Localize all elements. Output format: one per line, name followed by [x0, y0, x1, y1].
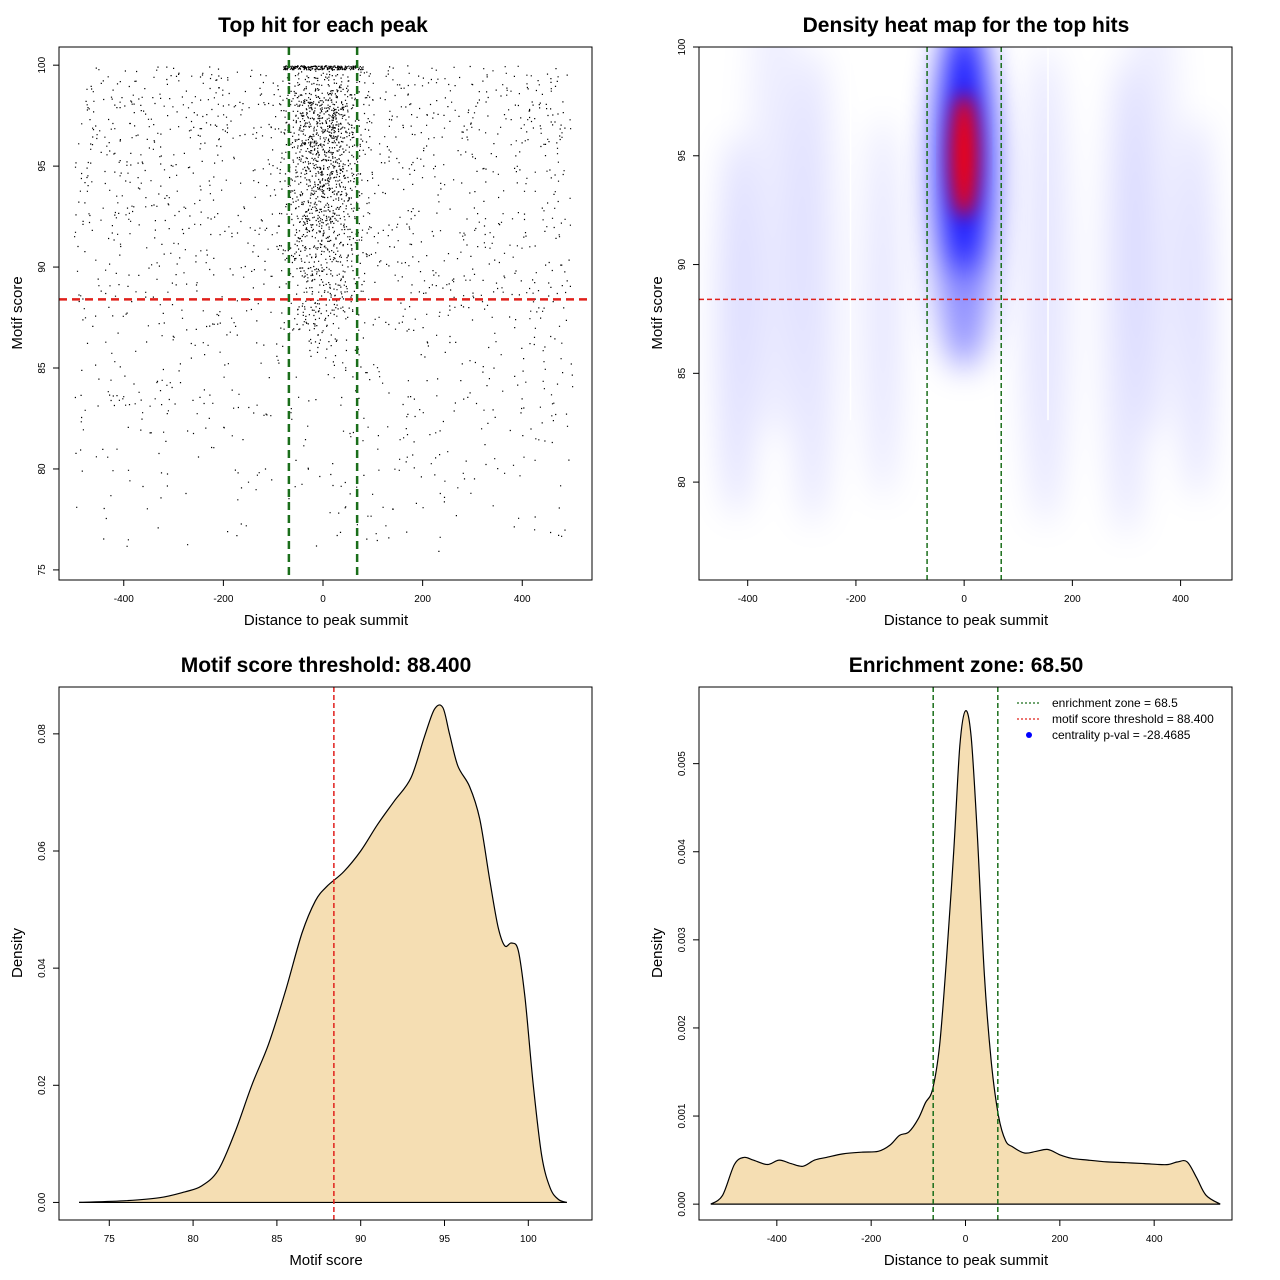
heatmap-band — [748, 47, 802, 440]
legend-enrichment-label: enrichment zone = 68.5 — [1052, 696, 1178, 710]
score-density-y-tick-label: 0.00 — [37, 1192, 48, 1212]
scatter-x-tick-label: -200 — [213, 594, 233, 605]
heatmap-band — [1021, 47, 1069, 527]
score-density-y-axis-label: Density — [9, 927, 26, 978]
distance-density-frame — [698, 686, 1233, 1221]
heatmap-y-axis-label: Motif score — [649, 276, 666, 349]
distance-density-y-tick-label: 0.000 — [677, 1191, 688, 1216]
distance-density-y-axis-label: Density — [649, 927, 666, 978]
distance-density-x-axis-label: Distance to peak summit — [884, 1252, 1049, 1269]
scatter-x-tick-label: 0 — [320, 594, 326, 605]
distance-density-x-tick-label: 200 — [1051, 1234, 1068, 1245]
score-density-y-tick-label: 0.02 — [37, 1075, 48, 1095]
legend-pval-point — [1026, 732, 1032, 738]
score-density-x-axis-label: Motif score — [289, 1252, 362, 1269]
score-density-x-tick-label: 100 — [520, 1234, 537, 1245]
heatmap-y-tick-label: 95 — [677, 150, 688, 162]
score-density-area — [79, 704, 567, 1203]
scatter-title: Top hit for each peak — [218, 14, 428, 37]
score-density-x-tick-label: 80 — [188, 1234, 200, 1245]
distance-density-y-tick-label: 0.002 — [677, 1015, 688, 1040]
heatmap-band — [789, 47, 837, 527]
distance-density-x-tick-label: 400 — [1146, 1234, 1163, 1245]
heatmap-plot-area: -400 -200 0 200 400 80 85 90 95 100 — [677, 38, 1232, 605]
legend-pval-label: centrality p-val = -28.4685 — [1052, 728, 1191, 742]
distance-density-y-tick-label: 0.001 — [677, 1103, 688, 1128]
scatter-x-axis-label: Distance to peak summit — [244, 612, 409, 629]
scatter-y-tick-label: 85 — [37, 362, 48, 374]
legend: enrichment zone = 68.5 motif score thres… — [1017, 696, 1214, 742]
score-density-y-tick-label: 0.04 — [37, 958, 48, 978]
heatmap-y-tick-label: 90 — [677, 259, 688, 271]
distance-density-y-tick-label: 0.005 — [677, 751, 688, 776]
scatter-y-tick-label: 100 — [37, 56, 48, 73]
score-density-frame — [58, 686, 593, 1221]
score-density-panel: Motif score threshold: 88.400 75 80 85 90 95… — [9, 654, 593, 1269]
scatter-y-tick-label: 95 — [37, 160, 48, 172]
heatmap-band — [716, 133, 758, 518]
heatmap-x-tick-label: 400 — [1172, 594, 1189, 605]
score-density-curve — [79, 704, 568, 1203]
scatter-x-tick-label: 400 — [514, 594, 531, 605]
distance-density-area — [710, 710, 1221, 1205]
heatmap-y-tick-label: 85 — [677, 367, 688, 379]
score-density-x-tick-label: 90 — [355, 1234, 367, 1245]
distance-density-x-tick-label: -400 — [767, 1234, 787, 1245]
distance-density-y-tick-label: 0.003 — [677, 927, 688, 952]
legend-threshold-label: motif score threshold = 88.400 — [1052, 712, 1214, 726]
distance-density-panel: Enrichment zone: 68.50 -400 -200 0 200 400 0.… — [649, 654, 1233, 1269]
distance-density-curve — [710, 710, 1221, 1205]
heatmap-x-axis-label: Distance to peak summit — [884, 612, 1049, 629]
heatmap-background — [716, 47, 1215, 538]
heatmap-x-tick-label: -400 — [738, 594, 758, 605]
score-density-x-tick-label: 75 — [104, 1234, 116, 1245]
heatmap-x-tick-label: -200 — [846, 594, 866, 605]
heatmap-x-tick-label: 0 — [961, 594, 967, 605]
score-density-y-tick-label: 0.08 — [37, 724, 48, 744]
heatmap-y-tick-label: 100 — [677, 38, 688, 55]
score-density-title: Motif score threshold: 88.400 — [181, 654, 472, 677]
heatmap-y-tick-label: 80 — [677, 476, 688, 488]
score-density-x-tick-label: 95 — [439, 1234, 451, 1245]
scatter-y-tick-label: 90 — [37, 261, 48, 273]
score-density-x-tick-label: 85 — [271, 1234, 283, 1245]
scatter-y-axis-label: Motif score — [9, 276, 26, 349]
heatmap-x-tick-label: 200 — [1064, 594, 1081, 605]
heatmap-hot — [950, 93, 979, 218]
heatmap-core-red — [950, 93, 979, 218]
scatter-panel: Top hit for each peak -400 -200 0 200 400 75 8… — [9, 14, 593, 629]
heatmap-frame — [698, 46, 1233, 581]
score-density-y-tick-label: 0.06 — [37, 841, 48, 861]
distance-density-title: Enrichment zone: 68.50 — [849, 654, 1084, 677]
scatter-x-tick-label: -400 — [114, 594, 134, 605]
heatmap-title: Density heat map for the top hits — [803, 14, 1130, 37]
scatter-x-tick-label: 200 — [414, 594, 431, 605]
distance-density-x-tick-label: 0 — [963, 1234, 969, 1245]
heatmap-panel: Density heat map for the top hits -400 -2… — [649, 14, 1233, 629]
scatter-y-tick-label: 80 — [37, 463, 48, 475]
scatter-frame — [58, 46, 593, 581]
scatter-y-tick-label: 75 — [37, 564, 48, 576]
heatmap-clipped — [716, 47, 1215, 538]
distance-density-x-tick-label: -200 — [861, 1234, 881, 1245]
distance-density-y-tick-label: 0.004 — [677, 839, 688, 864]
heatmap-band — [1179, 116, 1215, 500]
heatmap-band — [1127, 47, 1180, 440]
heatmap-band — [865, 116, 901, 500]
